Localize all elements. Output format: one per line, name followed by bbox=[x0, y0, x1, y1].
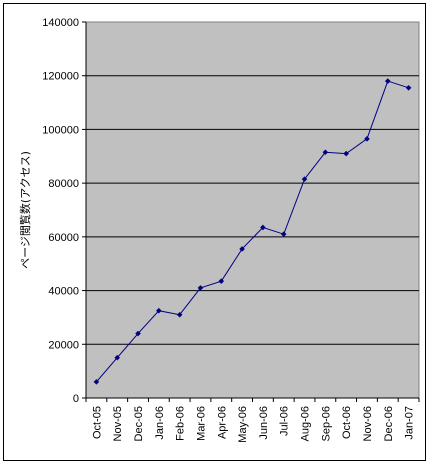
y-tick-label: 20000 bbox=[48, 339, 79, 351]
plot-area bbox=[85, 21, 420, 399]
x-tick-label: May-06 bbox=[237, 406, 249, 443]
x-tick-label: Dec-06 bbox=[383, 406, 395, 441]
data-point bbox=[239, 246, 245, 252]
x-tick-label: Mar-06 bbox=[195, 406, 207, 441]
data-point bbox=[218, 278, 225, 284]
x-tick-label: Dec-05 bbox=[133, 406, 145, 441]
x-tick-label: Jan-07 bbox=[404, 406, 416, 440]
y-tick-label: 0 bbox=[73, 393, 79, 405]
data-point bbox=[114, 354, 121, 361]
data-point bbox=[322, 149, 329, 156]
x-tick-label: Jun-06 bbox=[258, 406, 270, 440]
y-axis-ticks: 0 20000 40000 60000 80000 100000 120000 140000 bbox=[42, 17, 87, 405]
data-point bbox=[176, 311, 183, 318]
y-tick-label: 140000 bbox=[42, 17, 79, 29]
y-tick-label: 100000 bbox=[42, 124, 79, 136]
data-point bbox=[364, 136, 370, 142]
series-layer bbox=[93, 78, 412, 385]
data-point bbox=[280, 231, 287, 237]
y-tick-label: 80000 bbox=[48, 178, 79, 190]
gridlines bbox=[86, 75, 419, 345]
x-tick-label: Oct-06 bbox=[341, 406, 353, 439]
x-tick-label: Nov-06 bbox=[362, 406, 374, 441]
x-tick-label: Apr-06 bbox=[216, 406, 228, 439]
data-point bbox=[260, 224, 266, 231]
data-point bbox=[301, 176, 308, 182]
series-line bbox=[96, 80, 409, 383]
data-point bbox=[156, 307, 162, 314]
y-axis-title: ページ閲覧数(アクセス) bbox=[18, 151, 32, 269]
x-tick-label: Sep-06 bbox=[320, 406, 332, 441]
x-tick-label: Nov-05 bbox=[112, 406, 124, 441]
x-tick-label: Jan-06 bbox=[154, 406, 166, 440]
x-tick-label: Feb-06 bbox=[175, 406, 187, 441]
x-tick-label: Jul-06 bbox=[279, 406, 291, 436]
data-point bbox=[93, 379, 100, 385]
data-point bbox=[405, 85, 412, 91]
y-tick-label: 40000 bbox=[48, 286, 79, 298]
y-tick-label: 60000 bbox=[48, 232, 79, 244]
y-tick-label: 120000 bbox=[42, 71, 79, 83]
x-axis-ticks: Oct-05 Nov-05 Dec-05 Jan-06 Feb-06 Mar-06 Apr-… bbox=[85, 397, 420, 443]
data-point bbox=[343, 150, 349, 157]
data-point bbox=[135, 330, 141, 337]
x-tick-label: Aug-06 bbox=[300, 406, 312, 441]
x-tick-label: Oct-05 bbox=[91, 406, 103, 439]
data-point bbox=[384, 78, 391, 84]
data-point bbox=[197, 285, 204, 291]
